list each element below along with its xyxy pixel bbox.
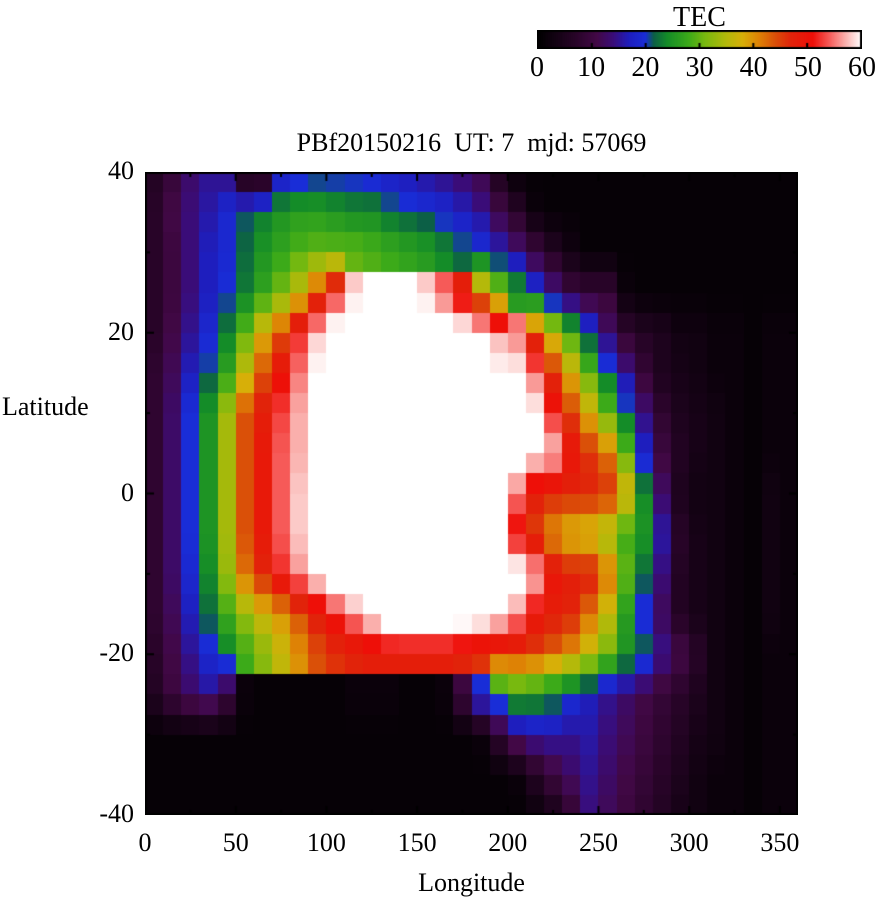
x-tick-label: 150 [397,828,437,857]
x-tick-label: 200 [488,828,528,857]
y-tick-label: -20 [99,638,134,668]
colorbar-title: TEC [673,2,726,33]
y-tick-label: 0 [121,477,134,507]
tec-heatmap [145,172,798,815]
x-tick-label: 300 [669,828,709,857]
colorbar-tick-label: 30 [685,52,714,83]
x-tick-label: 100 [306,828,346,857]
y-tick-label: 40 [108,155,134,185]
y-tick-label: 20 [108,316,134,346]
x-tick-label: 250 [578,828,618,857]
y-axis-label: Latitude [2,392,89,421]
plot-title: PBf20150216 UT: 7 mjd: 57069 [296,128,647,157]
colorbar-tick-label: 10 [577,52,606,83]
y-tick-label: -40 [99,798,134,828]
x-axis-label: Longitude [418,868,525,897]
colorbar-gradient [537,30,862,49]
x-tick-label: 0 [138,828,152,857]
colorbar-tick-label: 20 [631,52,660,83]
x-tick-label: 50 [222,828,249,857]
x-tick-label: 350 [760,828,800,857]
colorbar-tick-label: 50 [793,52,822,83]
colorbar-tick-label: 60 [848,52,876,83]
colorbar-tick-label: 0 [530,52,544,83]
colorbar-tick-label: 40 [739,52,768,83]
